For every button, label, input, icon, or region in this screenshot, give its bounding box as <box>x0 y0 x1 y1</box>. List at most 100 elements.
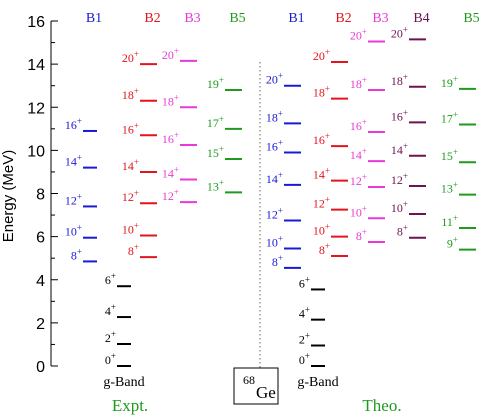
y-tick-label: 14 <box>27 57 45 74</box>
level-spin-label: 20+ <box>391 24 408 40</box>
nucleus-box-frame <box>233 367 279 405</box>
y-tick-label: 10 <box>27 143 45 160</box>
level-parity-label: + <box>453 180 458 190</box>
panel-label-expt: Expt. <box>112 396 148 415</box>
y-tick-label: 12 <box>27 100 45 117</box>
y-tick-label: 6 <box>36 230 45 247</box>
band-header-expt-b2: B2 <box>144 11 160 26</box>
level-spin-label: 10+ <box>391 199 408 215</box>
level-parity-label: + <box>111 329 116 339</box>
level-spin-label: 17+ <box>207 114 224 130</box>
level-parity-label: + <box>362 75 367 85</box>
level-spin-label: 8+ <box>272 253 283 269</box>
level-parity-label: + <box>219 177 224 187</box>
level-spin-label: 10+ <box>266 233 283 249</box>
level-parity-label: + <box>325 195 330 205</box>
level-spin-label: 12+ <box>65 191 82 207</box>
level-spin-label: 12+ <box>350 172 367 188</box>
level-parity-label: + <box>325 166 330 176</box>
level-spin-label: 15+ <box>207 144 224 160</box>
band-expt-b1: 8+ 10+ 12+ 14+ 16+ <box>65 116 97 263</box>
level-spin-label: 2+ <box>299 331 310 347</box>
y-tick-label: 16 <box>27 14 45 31</box>
band-theo-b5: 9+ 11+ 13+ 15+ 17+ 19+ <box>441 74 476 251</box>
y-axis-label: Energy (MeV) <box>0 150 17 243</box>
level-parity-label: + <box>403 171 408 181</box>
level-spin-label: 10+ <box>65 223 82 239</box>
level-parity-label: + <box>278 138 283 148</box>
level-spin-label: 8+ <box>319 241 330 257</box>
level-spin-label: 8+ <box>397 223 408 239</box>
level-parity-label: + <box>362 227 367 237</box>
level-spin-label: 20+ <box>266 71 283 87</box>
level-spin-label: 8+ <box>356 227 367 243</box>
level-spin-label: 16+ <box>266 138 283 154</box>
level-parity-label: + <box>111 351 116 361</box>
band-theo-b4: 8+ 10+ 12+ 14+ 16+ 18+ 20+ <box>391 24 426 239</box>
level-spin-label: 18+ <box>162 92 179 108</box>
level-spin-label: 16+ <box>350 117 367 133</box>
level-parity-label: + <box>305 351 310 361</box>
level-parity-label: + <box>174 164 179 174</box>
level-spin-label: 12+ <box>391 171 408 187</box>
band-header-theo-b4: B4 <box>413 11 429 26</box>
level-parity-label: + <box>134 188 139 198</box>
level-parity-label: + <box>174 130 179 140</box>
level-spin-label: 20+ <box>350 26 367 42</box>
level-parity-label: + <box>278 108 283 118</box>
level-parity-label: + <box>278 205 283 215</box>
level-spin-label: 10+ <box>313 222 330 238</box>
level-parity-label: + <box>403 107 408 117</box>
level-parity-label: + <box>77 223 82 233</box>
level-parity-label: + <box>325 84 330 94</box>
band-expt-g-band: 0+ 2+ 4+ 6+ <box>105 271 131 367</box>
level-spin-label: 8+ <box>71 246 82 262</box>
level-spin-label: 20+ <box>313 47 330 63</box>
level-spin-label: 14+ <box>391 141 408 157</box>
level-spin-label: 20+ <box>122 49 139 65</box>
level-parity-label: + <box>325 241 330 251</box>
level-parity-label: + <box>362 117 367 127</box>
band-header-theo-b3: B3 <box>372 11 388 26</box>
y-tick-label: 8 <box>36 187 45 204</box>
band-header-expt-b5: B5 <box>229 11 245 26</box>
level-parity-label: + <box>403 223 408 233</box>
level-parity-label: + <box>77 116 82 126</box>
level-parity-label: + <box>219 144 224 154</box>
level-parity-label: + <box>403 24 408 34</box>
level-spin-label: 18+ <box>391 72 408 88</box>
level-spin-label: 2+ <box>105 329 116 345</box>
level-spin-label: 16+ <box>313 131 330 147</box>
band-theo-g-band: 0+ 2+ 4+ 6+ <box>299 274 325 367</box>
level-parity-label: + <box>453 74 458 84</box>
band-expt-b5: 13+ 15+ 17+ 19+ <box>207 75 242 194</box>
level-spin-label: 14+ <box>313 166 330 182</box>
band-headers: g-Band B1 B2 B3 B5 g-Band B1 B2 B3 B4 B5 <box>86 11 479 390</box>
level-spin-label: 14+ <box>65 153 82 169</box>
level-spin-label: 6+ <box>105 271 116 287</box>
level-parity-label: + <box>219 114 224 124</box>
level-parity-label: + <box>362 146 367 156</box>
level-spin-label: 18+ <box>313 84 330 100</box>
band-header-theo-b2: B2 <box>335 11 351 26</box>
band-theo-b2: 8+ 10+ 12+ 14+ 16+ 18+ 20+ <box>313 47 348 258</box>
level-spin-label: 4+ <box>299 305 310 321</box>
level-parity-label: + <box>77 246 82 256</box>
level-spin-label: 11+ <box>441 213 458 229</box>
level-parity-label: + <box>134 120 139 130</box>
level-spin-label: 4+ <box>105 302 116 318</box>
level-spin-label: 9+ <box>447 235 458 251</box>
level-spin-label: 16+ <box>65 116 82 132</box>
level-spin-label: 13+ <box>441 180 458 196</box>
level-parity-label: + <box>278 253 283 263</box>
level-spin-label: 14+ <box>122 157 139 173</box>
band-header-theo-g-band: g-Band <box>297 375 338 390</box>
band-expt-b3: 12+ 14+ 16+ 18+ 20+ <box>162 46 197 204</box>
level-spin-label: 12+ <box>122 188 139 204</box>
panel-label-theo: Theo. <box>362 396 401 415</box>
level-parity-label: + <box>362 172 367 182</box>
level-spin-label: 13+ <box>207 177 224 193</box>
level-parity-label: + <box>362 26 367 36</box>
level-parity-label: + <box>453 147 458 157</box>
